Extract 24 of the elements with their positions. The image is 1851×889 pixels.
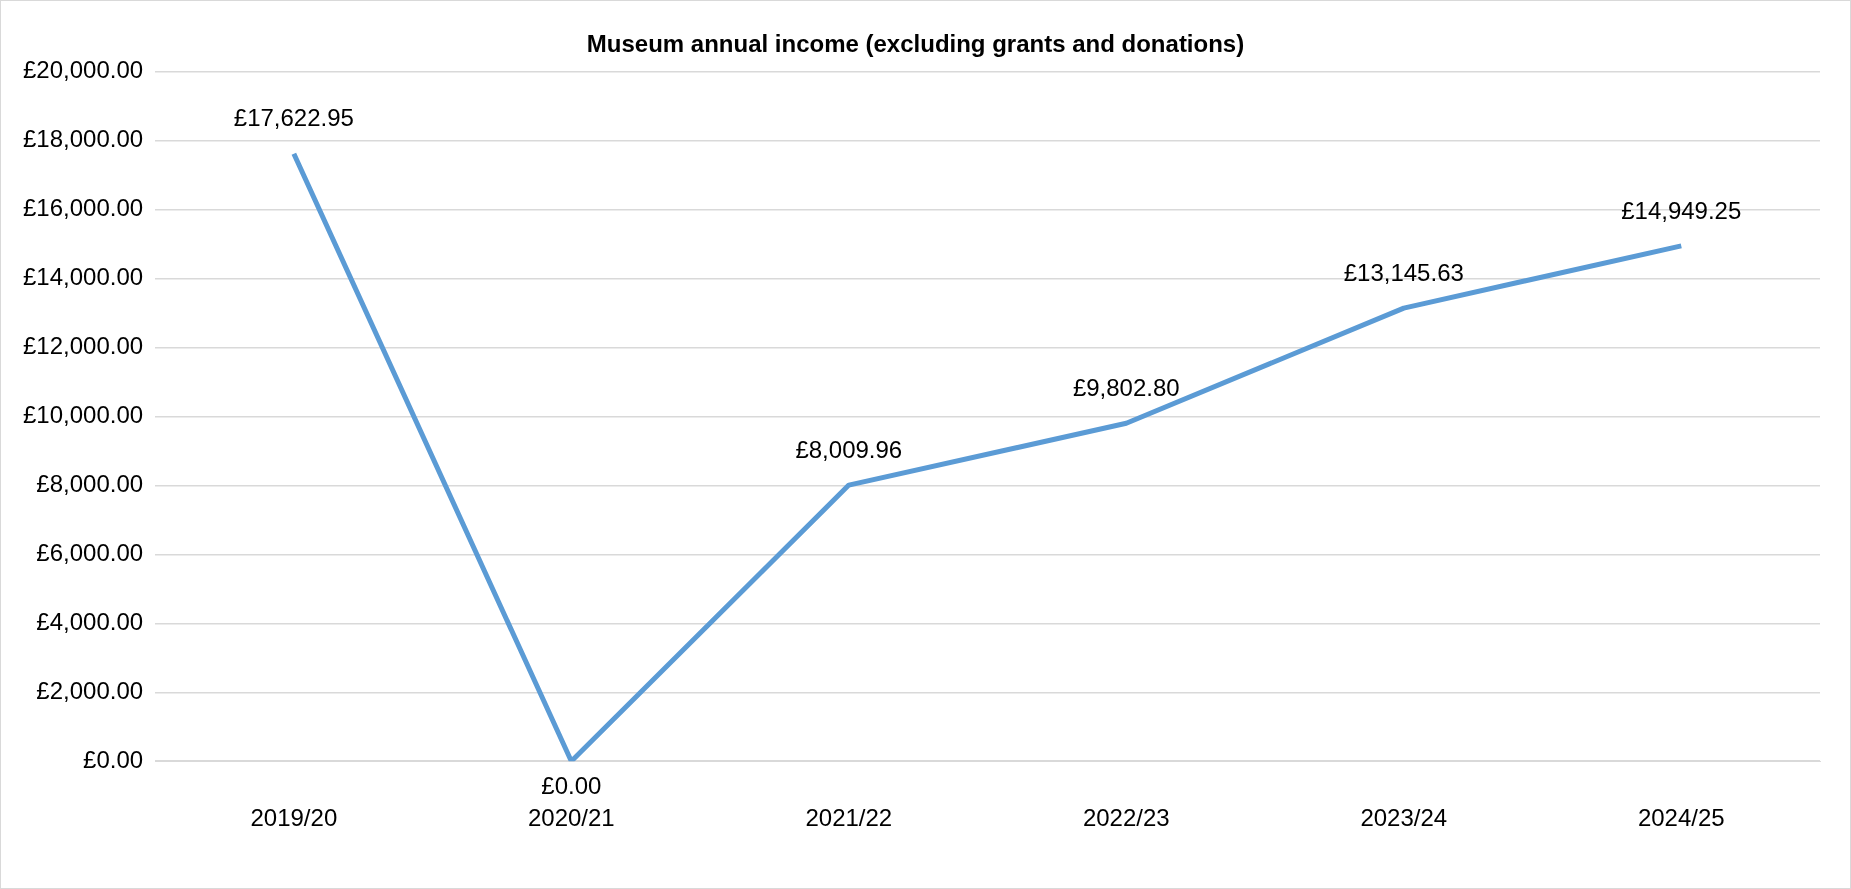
y-tick-label: £18,000.00 (22, 125, 144, 153)
y-tick-label: £0.00 (83, 745, 144, 773)
x-tick-label: 2019/20 (250, 804, 338, 832)
y-tick-label: £14,000.00 (22, 263, 144, 291)
y-tick-label: £4,000.00 (36, 607, 144, 635)
x-tick-label: 2021/22 (805, 804, 893, 832)
y-tick-label: £8,000.00 (36, 470, 144, 498)
y-tick-label: £12,000.00 (22, 332, 144, 360)
x-tick-label: 2022/23 (1082, 804, 1170, 832)
data-label: £14,949.25 (1621, 196, 1742, 224)
y-tick-label: £20,000.00 (22, 56, 144, 84)
x-tick-label: 2020/21 (527, 804, 615, 832)
x-tick-label: 2024/25 (1637, 804, 1725, 832)
y-tick-label: £6,000.00 (36, 539, 144, 567)
x-tick-label: 2023/24 (1360, 804, 1448, 832)
data-label: £13,145.63 (1343, 258, 1464, 286)
data-label: £9,802.80 (1072, 373, 1180, 401)
data-label: £0.00 (541, 771, 602, 799)
data-label: £17,622.95 (233, 104, 354, 132)
data-label: £8,009.96 (795, 435, 903, 463)
y-tick-label: £2,000.00 (36, 676, 144, 704)
y-tick-label: £10,000.00 (22, 401, 144, 429)
y-tick-label: £16,000.00 (22, 194, 144, 222)
chart-title: Museum annual income (excluding grants and donations) (586, 30, 1245, 58)
